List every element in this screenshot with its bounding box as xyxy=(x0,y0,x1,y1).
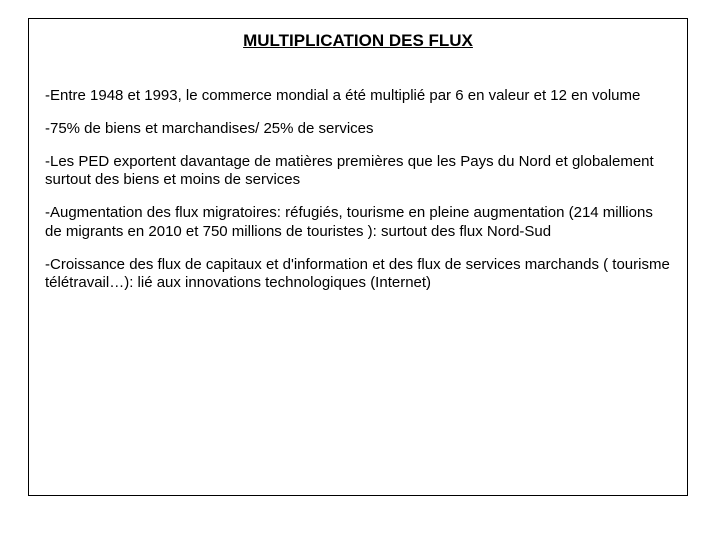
paragraph: -75% de biens et marchandises/ 25% de se… xyxy=(45,120,671,139)
paragraph: -Entre 1948 et 1993, le commerce mondial… xyxy=(45,87,671,106)
paragraph: -Les PED exportent davantage de matières… xyxy=(45,153,671,191)
paragraph: -Augmentation des flux migratoires: réfu… xyxy=(45,204,671,242)
paragraph: -Croissance des flux de capitaux et d'in… xyxy=(45,256,671,294)
content-frame: MULTIPLICATION DES FLUX -Entre 1948 et 1… xyxy=(28,18,688,496)
document-title: MULTIPLICATION DES FLUX xyxy=(45,31,671,51)
